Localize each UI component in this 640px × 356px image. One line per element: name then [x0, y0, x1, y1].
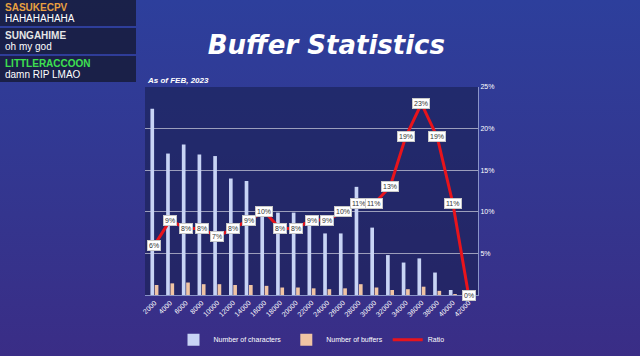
svg-text:Buffer Statistics: Buffer Statistics	[208, 30, 445, 60]
svg-text:38000: 38000	[422, 299, 441, 318]
svg-text:9%: 9%	[307, 217, 317, 224]
svg-text:9%: 9%	[244, 217, 254, 224]
svg-text:8000: 8000	[189, 299, 205, 315]
svg-text:2000: 2000	[142, 299, 158, 315]
svg-text:8%: 8%	[197, 225, 207, 232]
html-text:damn RIP LMAO: damn RIP LMAO	[5, 69, 81, 80]
svg-text:30000: 30000	[359, 299, 378, 318]
svg-text:11%: 11%	[446, 200, 460, 207]
html-text:LITTLERACCOON: LITTLERACCOON	[5, 58, 91, 69]
svg-text:13%: 13%	[383, 183, 397, 190]
svg-text:8%: 8%	[275, 225, 285, 232]
svg-text:20%: 20%	[480, 125, 494, 132]
svg-text:25%: 25%	[480, 83, 494, 90]
svg-text:19%: 19%	[399, 133, 413, 140]
svg-text:42000: 42000	[453, 299, 472, 318]
svg-text:7%: 7%	[212, 233, 222, 240]
svg-text:32000: 32000	[375, 299, 394, 318]
svg-text:24000: 24000	[312, 299, 331, 318]
svg-text:12000: 12000	[217, 299, 236, 318]
svg-text:5%: 5%	[480, 250, 490, 257]
svg-text:10%: 10%	[257, 208, 271, 215]
svg-text:As of FEB, 2023: As of FEB, 2023	[147, 76, 209, 85]
svg-text:11%: 11%	[367, 200, 381, 207]
svg-text:19%: 19%	[430, 133, 444, 140]
svg-text:8%: 8%	[291, 225, 301, 232]
svg-text:Number of buffers: Number of buffers	[326, 336, 382, 343]
svg-text:28000: 28000	[343, 299, 362, 318]
svg-text:26000: 26000	[327, 299, 346, 318]
html-text:SUNGAHIME: SUNGAHIME	[5, 30, 67, 41]
svg-text:6%: 6%	[149, 242, 159, 249]
svg-text:23%: 23%	[414, 100, 428, 107]
svg-text:10%: 10%	[336, 208, 350, 215]
svg-text:Number of characters: Number of characters	[214, 336, 282, 343]
svg-text:6000: 6000	[173, 299, 189, 315]
html-text:oh my god: oh my god	[5, 41, 52, 52]
svg-text:18000: 18000	[265, 299, 284, 318]
svg-text:10%: 10%	[480, 208, 494, 215]
svg-text:8%: 8%	[181, 225, 191, 232]
svg-text:20000: 20000	[280, 299, 299, 318]
html-text:HAHAHAHAHA: HAHAHAHAHA	[5, 13, 75, 24]
svg-text:9%: 9%	[322, 217, 332, 224]
svg-text:9%: 9%	[165, 217, 175, 224]
svg-text:Ratio: Ratio	[428, 336, 444, 343]
svg-text:34000: 34000	[390, 299, 409, 318]
svg-text:4000: 4000	[157, 299, 173, 315]
svg-text:0%: 0%	[464, 292, 474, 299]
svg-text:14000: 14000	[233, 299, 252, 318]
svg-text:16000: 16000	[249, 299, 268, 318]
svg-text:10000: 10000	[202, 299, 221, 318]
svg-text:15%: 15%	[480, 167, 494, 174]
svg-text:11%: 11%	[352, 200, 366, 207]
svg-text:22000: 22000	[296, 299, 315, 318]
svg-text:40000: 40000	[437, 299, 456, 318]
html-text:SASUKECPV: SASUKECPV	[5, 2, 68, 13]
svg-text:8%: 8%	[228, 225, 238, 232]
svg-text:36000: 36000	[406, 299, 425, 318]
